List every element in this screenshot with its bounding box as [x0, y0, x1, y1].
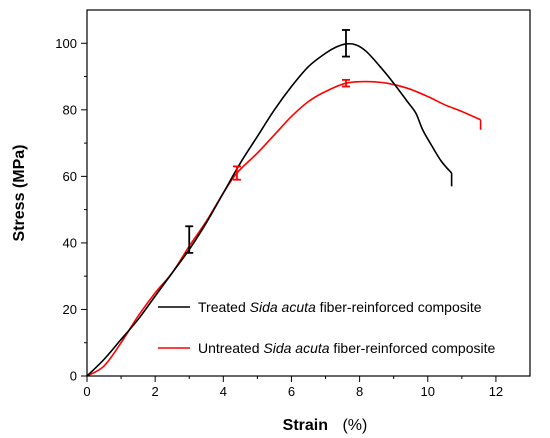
- y-tick-label: 80: [63, 102, 77, 117]
- y-tick-label: 0: [70, 369, 77, 384]
- x-tick-label: 0: [83, 384, 90, 399]
- y-tick-label: 60: [63, 169, 77, 184]
- x-tick-label: 8: [356, 384, 363, 399]
- plot-frame: [86, 9, 531, 377]
- x-tick-label: 2: [152, 384, 159, 399]
- x-axis-label-unit: (%): [342, 417, 367, 434]
- x-tick-label: 4: [220, 384, 227, 399]
- x-tick-label: 12: [489, 384, 503, 399]
- x-axis-label-name: Strain: [283, 417, 328, 434]
- x-tick-label: 6: [288, 384, 295, 399]
- y-tick-label: 20: [63, 302, 77, 317]
- series-layer: [86, 42, 482, 377]
- y-tick-label: 100: [55, 36, 77, 51]
- x-tick-label: 10: [421, 384, 435, 399]
- series-line-untreated: [86, 80, 481, 377]
- x-axis-label: Strain (%): [283, 417, 368, 434]
- errorbar-layer: [185, 29, 350, 254]
- tick-layer: 0 2 4 6 8 10 12 0 20 40 60 80 100: [55, 36, 503, 399]
- y-axis-label: Stress (MPa): [11, 145, 28, 242]
- legend-label-treated: Treated Sida acuta fiber-reinforced comp…: [198, 299, 482, 315]
- legend-label-untreated: Untreated Sida acuta fiber-reinforced co…: [198, 340, 495, 356]
- series-line-treated: [86, 42, 453, 377]
- y-tick-label: 40: [63, 235, 77, 250]
- legend: Treated Sida acuta fiber-reinforced comp…: [158, 299, 495, 356]
